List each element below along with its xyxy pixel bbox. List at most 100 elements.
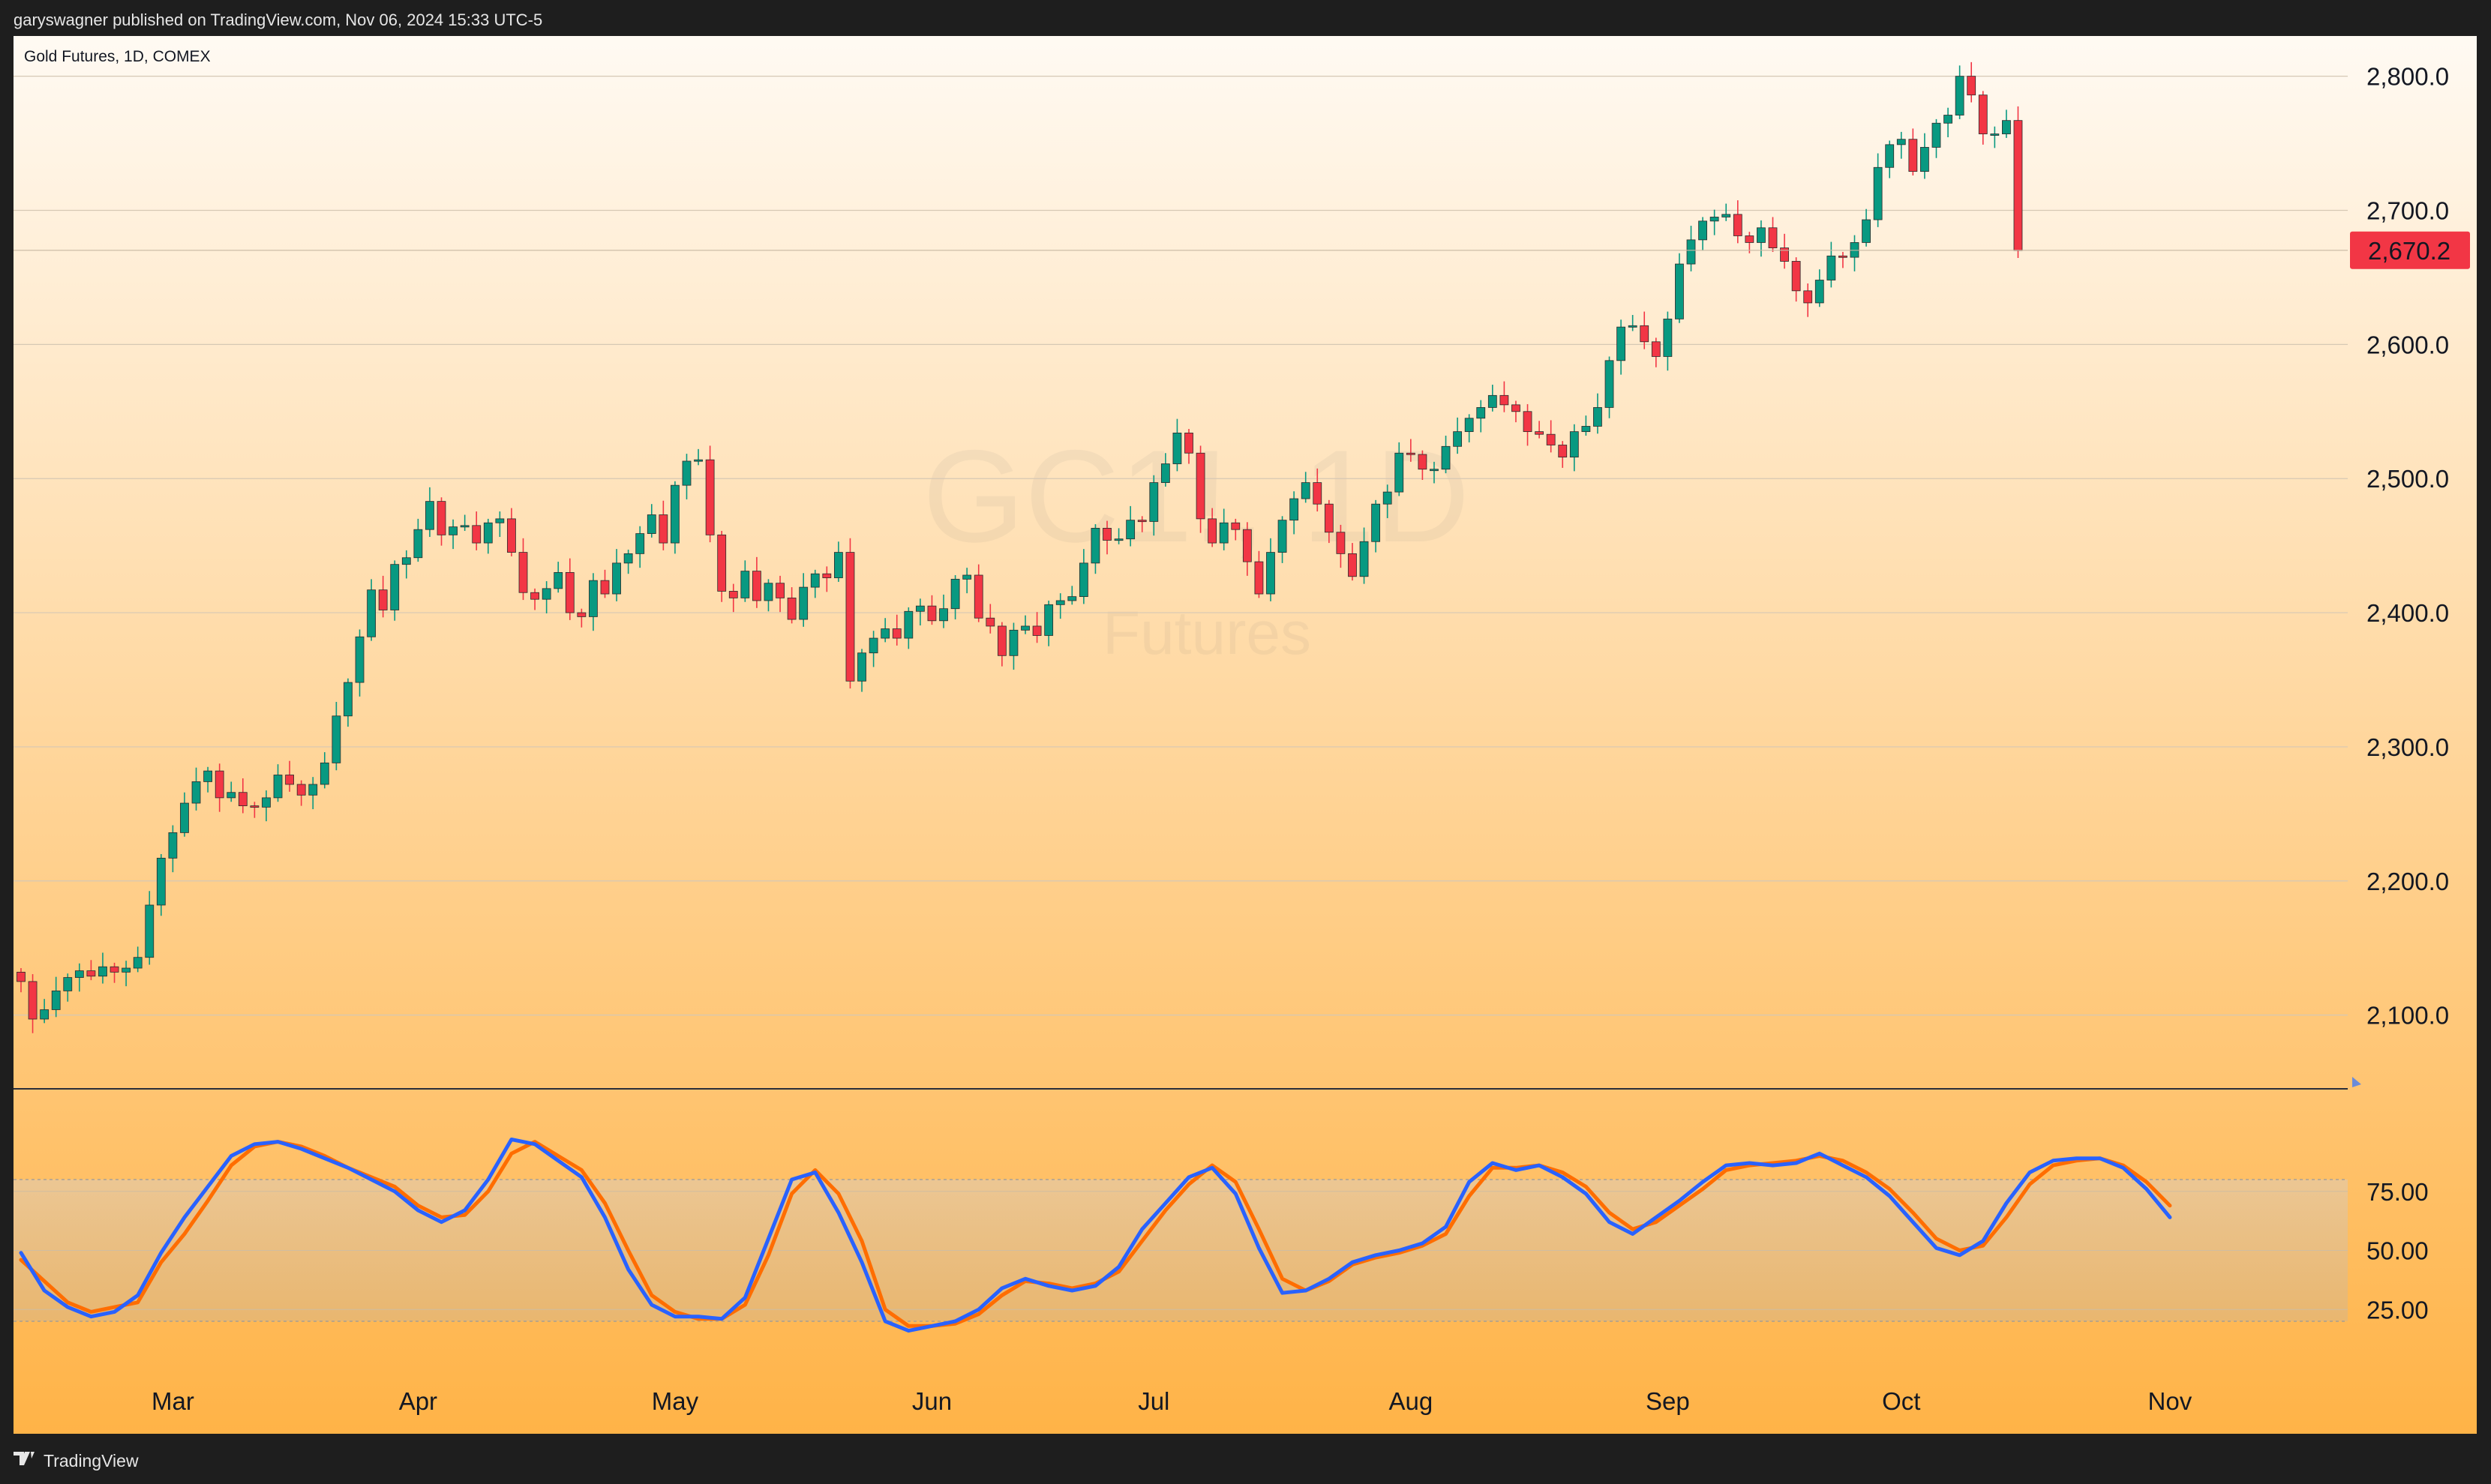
time-tick-label: Jun [912,1387,952,1415]
candle-body [1453,431,1463,447]
candle-body [1219,522,1229,544]
candle-body [717,534,727,592]
time-axis[interactable]: Mar Apr May Jun Jul Aug Sep Oct Nov [152,1387,2192,1415]
published-caption: garyswagner published on TradingView.com… [14,10,542,29]
candle-body [623,553,633,564]
candle-body [1698,220,1707,241]
candle-body [133,957,143,969]
price-axis[interactable]: 2,100.0 2,200.0 2,300.0 2,400.0 2,500.0 2,600… [2366,63,2449,1030]
candle-body [483,522,493,544]
candle-body [401,557,411,565]
candle-body [98,966,107,977]
candle-body [1079,562,1088,598]
candle-body [1172,433,1182,464]
candle-body [1593,407,1602,427]
candle-body [320,762,329,785]
candle-body [1032,625,1042,636]
candle-body [1651,341,1661,357]
candle-body [962,574,972,580]
pane-handle-icon[interactable] [2352,1077,2361,1087]
candle-body [2013,120,2023,251]
candle-body [1838,255,1847,258]
candle-body [1487,394,1497,408]
candle-body [1967,76,1976,96]
candle-body [110,966,119,973]
candle-body [542,588,551,600]
candle-body [1768,227,1778,248]
candle-body [1348,553,1357,577]
candle-body [1757,227,1766,243]
time-tick-label: Mar [152,1387,194,1415]
candle-body [1546,433,1556,445]
price-grid [14,76,2348,1016]
candle-body [308,784,318,796]
candle-body [752,571,761,601]
stoch-tick-label: 75.00 [2366,1178,2429,1206]
candle-body [1114,538,1124,541]
candle-body [1441,445,1451,470]
time-tick-label: Jul [1138,1387,1169,1415]
price-tick-label: 2,700.0 [2366,197,2449,225]
candle-body [1359,541,1369,577]
stoch-axis[interactable]: 25.00 50.00 75.00 [2366,1178,2429,1324]
candle-body [986,617,995,627]
candle-body [1499,394,1509,406]
candle-body [974,574,983,619]
candle-body [449,526,458,535]
candle-body [799,586,809,620]
candle-body [1896,139,1906,145]
candle-body [472,525,482,544]
watermark: GC1!, 1D Futures [923,424,1469,667]
candle-body [1908,139,1918,172]
last-price-label: 2,670.2 [2368,237,2450,265]
candle-body [1277,520,1287,553]
candle-body [1382,491,1392,505]
candle-body [694,459,703,462]
candle-body [1616,326,1625,361]
candle-body [63,977,73,991]
candle-body [1044,604,1054,636]
price-tick-label: 2,800.0 [2366,63,2449,91]
tv-logo-icon [14,1452,35,1465]
candle-body [1955,76,1964,115]
candle-body [589,580,598,617]
candle-body [378,589,388,610]
price-tick-label: 2,100.0 [2366,1002,2449,1030]
candle-body [495,518,505,523]
candle-body [1862,219,1871,243]
candle-body [250,805,260,808]
candle-body [1581,426,1591,433]
candle-body [344,682,353,717]
candle-body [1394,452,1404,493]
symbol-title[interactable]: Gold Futures, 1D, COMEX [24,48,211,65]
candle-body [145,904,155,958]
candle-body [1814,280,1824,304]
candle-body [1231,522,1241,530]
stoch-tick-label: 25.00 [2366,1296,2429,1324]
candle-body [1266,552,1275,595]
candle-body [1103,527,1112,541]
time-tick-label: Aug [1388,1387,1433,1415]
candle-body [1406,452,1415,455]
candle-body [507,518,516,553]
candle-body [1067,596,1077,601]
candle-body [296,784,306,796]
candle-body [227,792,236,799]
candle-body [939,608,948,622]
candle-body [367,589,377,637]
candle-body [1149,482,1159,522]
candle-body [1242,529,1252,562]
time-tick-label: Sep [1646,1387,1690,1415]
candle-body [40,1009,50,1020]
candle-body [1663,318,1673,357]
candle-body [122,967,131,973]
price-tick-label: 2,400.0 [2366,599,2449,627]
candle-body [1418,454,1427,470]
candle-body [671,484,680,544]
last-price-box [2350,231,2470,269]
candle-body [682,460,692,486]
candle-body [1137,520,1147,523]
candle-body [857,652,866,682]
candle-body [904,610,914,639]
candle-body [1826,255,1836,280]
